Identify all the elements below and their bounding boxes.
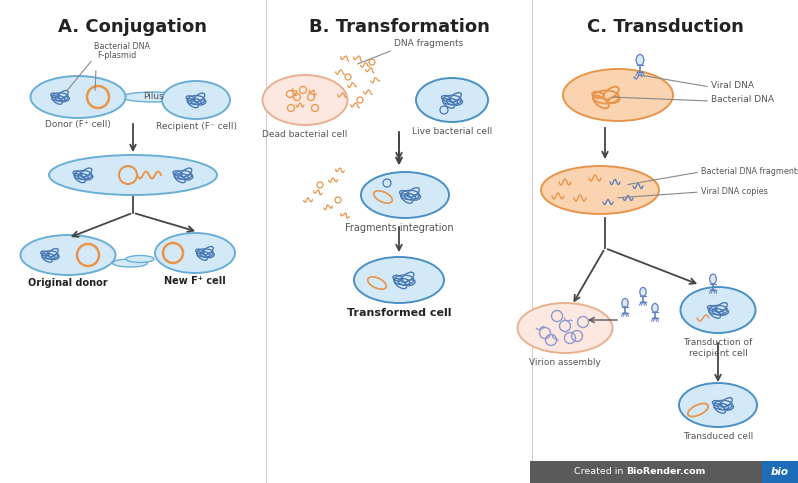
Text: BioRender.com: BioRender.com bbox=[626, 468, 705, 477]
Ellipse shape bbox=[622, 298, 628, 308]
Text: Virion assembly: Virion assembly bbox=[529, 358, 601, 367]
Ellipse shape bbox=[155, 233, 235, 273]
Bar bbox=[530, 461, 762, 483]
Text: A. Conjugation: A. Conjugation bbox=[58, 18, 207, 36]
Ellipse shape bbox=[30, 76, 125, 118]
Text: Pilus: Pilus bbox=[143, 92, 164, 101]
Text: DNA fragments: DNA fragments bbox=[394, 39, 464, 48]
Ellipse shape bbox=[681, 287, 756, 333]
Text: F-plasmid: F-plasmid bbox=[97, 51, 136, 60]
Ellipse shape bbox=[416, 78, 488, 122]
Ellipse shape bbox=[636, 55, 644, 66]
Text: Viral DNA copies: Viral DNA copies bbox=[701, 186, 768, 196]
Ellipse shape bbox=[126, 256, 154, 262]
Text: Bacterial DNA fragments: Bacterial DNA fragments bbox=[701, 167, 798, 175]
Ellipse shape bbox=[21, 235, 116, 275]
Ellipse shape bbox=[49, 155, 217, 195]
Ellipse shape bbox=[113, 259, 148, 267]
Text: Donor (F⁺ cell): Donor (F⁺ cell) bbox=[45, 120, 111, 129]
Bar bbox=[762, 461, 798, 483]
Text: bio: bio bbox=[771, 467, 789, 477]
Ellipse shape bbox=[517, 303, 613, 353]
Text: Transduction of
recipient cell: Transduction of recipient cell bbox=[683, 338, 753, 358]
Ellipse shape bbox=[122, 92, 184, 102]
Ellipse shape bbox=[361, 172, 449, 218]
Text: Bacterial DNA: Bacterial DNA bbox=[94, 42, 150, 51]
Ellipse shape bbox=[541, 166, 659, 214]
Ellipse shape bbox=[263, 75, 347, 125]
Ellipse shape bbox=[162, 81, 230, 119]
Ellipse shape bbox=[652, 303, 658, 313]
Ellipse shape bbox=[709, 274, 717, 284]
Text: Recipient (F⁻ cell): Recipient (F⁻ cell) bbox=[156, 122, 236, 131]
Text: Transduced cell: Transduced cell bbox=[683, 432, 753, 441]
Text: C. Transduction: C. Transduction bbox=[587, 18, 744, 36]
Ellipse shape bbox=[354, 257, 444, 303]
Text: Original donor: Original donor bbox=[28, 278, 108, 288]
Text: Live bacterial cell: Live bacterial cell bbox=[412, 127, 492, 136]
Text: B. Transformation: B. Transformation bbox=[309, 18, 489, 36]
Text: Viral DNA: Viral DNA bbox=[711, 82, 754, 90]
Text: Transformed cell: Transformed cell bbox=[347, 308, 451, 318]
Ellipse shape bbox=[640, 287, 646, 297]
Ellipse shape bbox=[563, 69, 673, 121]
Text: Fragments integration: Fragments integration bbox=[345, 223, 453, 233]
Text: Bacterial DNA: Bacterial DNA bbox=[711, 96, 774, 104]
Text: Dead bacterial cell: Dead bacterial cell bbox=[263, 130, 348, 139]
Ellipse shape bbox=[679, 383, 757, 427]
Text: Created in: Created in bbox=[574, 468, 626, 477]
Text: New F⁺ cell: New F⁺ cell bbox=[164, 276, 226, 286]
